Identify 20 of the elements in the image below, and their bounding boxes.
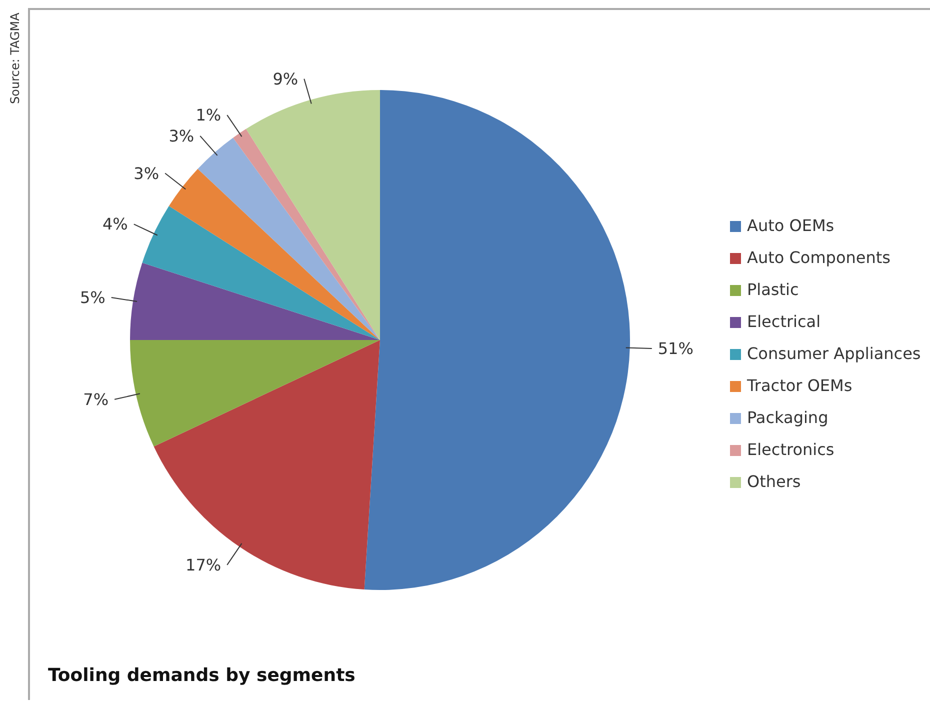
data-label: 51%: [658, 339, 694, 358]
data-label: 9%: [272, 69, 298, 88]
data-label: 5%: [80, 288, 106, 307]
legend-label: Auto Components: [747, 247, 890, 269]
legend-label: Electronics: [747, 439, 834, 461]
legend-label: Tractor OEMs: [747, 375, 852, 397]
text: Tooling demands by segments: [48, 665, 356, 686]
data-label: 17%: [186, 555, 222, 574]
source-note: Source: TAGMA: [8, 12, 22, 104]
legend-label: Plastic: [747, 279, 799, 301]
data-label: 1%: [196, 106, 222, 125]
data-label: 7%: [83, 390, 109, 409]
legend-label: Others: [747, 471, 801, 493]
legend-label: Electrical: [747, 311, 821, 333]
legend-label: Consumer Appliances: [747, 343, 921, 365]
data-label: 3%: [168, 126, 194, 146]
data-label: 3%: [134, 164, 160, 183]
legend-label: Packaging: [747, 407, 828, 429]
legend-label: Auto OEMs: [747, 215, 834, 237]
data-label: 4%: [102, 214, 128, 234]
